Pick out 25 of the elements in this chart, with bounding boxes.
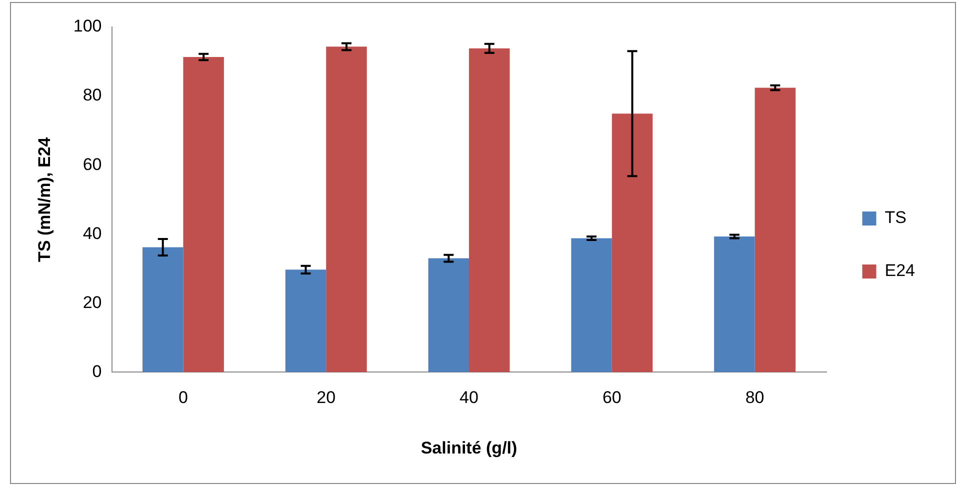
bar — [142, 247, 184, 372]
x-axis-title: Salinité (g/l) — [420, 438, 518, 458]
y-tick-label: 100 — [73, 16, 102, 36]
bar — [714, 236, 755, 372]
x-tick-label: 60 — [602, 388, 622, 408]
bar — [428, 258, 470, 372]
bar — [612, 114, 653, 372]
y-tick-label: 40 — [82, 224, 102, 243]
bar — [469, 48, 510, 372]
bar — [183, 57, 224, 372]
y-tick-label: 0 — [92, 362, 102, 381]
bar — [754, 88, 796, 372]
x-tick-label: 20 — [316, 388, 336, 408]
x-tick-label: 40 — [460, 388, 478, 408]
legend-label: TS — [884, 208, 906, 228]
y-tick-label: 20 — [82, 292, 102, 312]
y-tick-label: 80 — [82, 86, 102, 105]
x-tick-label: 80 — [745, 388, 764, 408]
y-tick-label: 60 — [82, 154, 102, 174]
bar — [326, 46, 367, 372]
y-axis-title: TS (mN/m), E24 — [34, 136, 54, 262]
bar — [571, 238, 612, 372]
bar — [285, 270, 326, 372]
x-tick-label: 0 — [178, 388, 188, 408]
legend-label: E24 — [884, 261, 915, 280]
